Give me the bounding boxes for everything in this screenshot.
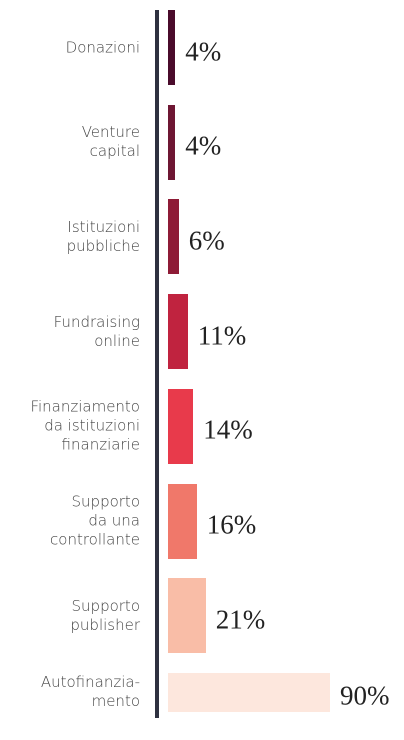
value-label: 6% (188, 225, 225, 256)
bar (168, 294, 188, 370)
category-label: Finanziamento da istituzioni finanziarie (30, 397, 140, 454)
value-label: 14% (203, 414, 253, 445)
bar (168, 672, 330, 712)
category-label: Autofinanzia- mento (40, 673, 140, 711)
value-label: 16% (206, 509, 257, 540)
value-label: 90% (340, 680, 390, 711)
value-label: 4% (185, 36, 222, 66)
bar (168, 483, 197, 559)
value-label: 11% (197, 320, 247, 351)
value-label: 21% (215, 604, 266, 635)
bar (168, 104, 176, 180)
value-label: 4% (185, 130, 222, 161)
category-label: Supporto da una controllante (50, 492, 140, 549)
axis-line (155, 10, 159, 718)
bar (168, 199, 179, 275)
category-label: Supporto publisher (70, 596, 140, 634)
category-label: Istituzioni pubbliche (66, 217, 140, 255)
category-label: Venture capital (81, 123, 140, 161)
bar (168, 388, 194, 464)
category-label: Fundraising online (53, 312, 140, 350)
bar (168, 578, 206, 654)
category-label: Donazioni (65, 38, 140, 56)
bar (168, 10, 176, 85)
